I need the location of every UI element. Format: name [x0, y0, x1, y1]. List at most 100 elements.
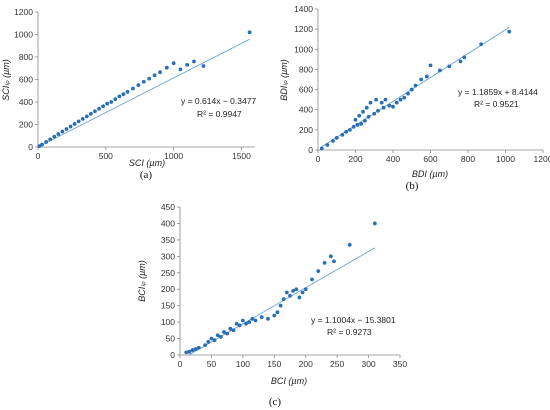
trendline [188, 247, 376, 356]
data-point [109, 100, 114, 104]
trendline-equation: y = 1.1004x − 15.3801 [311, 315, 396, 325]
x-tick-label: 600 [423, 154, 437, 164]
data-point [237, 323, 242, 328]
y-tick-label: 200 [299, 125, 313, 135]
data-point [193, 347, 198, 351]
data-point [368, 100, 373, 105]
chart-a: 0 500 1000 1500 0 200 400 600 800 1000 1200 y = 0.6… [1, 7, 256, 181]
y-tick-label: 1000 [294, 44, 313, 54]
data-point [409, 87, 414, 92]
data-point [284, 290, 289, 295]
x-tick-label: 1500 [232, 151, 251, 161]
y-tick-label: 1400 [294, 4, 313, 14]
y-tick-label: 250 [161, 268, 175, 278]
data-point [228, 326, 233, 331]
data-point [203, 343, 208, 348]
data-point [310, 277, 314, 282]
data-point [347, 127, 352, 132]
data-point [406, 91, 410, 96]
r-squared-label: R² = 0.9947 [197, 109, 242, 119]
x-tick-label: 0 [316, 154, 321, 164]
x-tick-label: 250 [330, 359, 344, 369]
data-point [361, 109, 365, 114]
x-axis-label: BDI (µm) [412, 169, 448, 179]
data-point [347, 242, 352, 247]
data-point [184, 350, 189, 355]
data-point [376, 108, 380, 113]
y-tick-label: 1200 [294, 24, 313, 34]
data-point [332, 259, 336, 264]
y-tick-label: 600 [299, 85, 313, 95]
data-point [164, 65, 169, 70]
data-point [105, 101, 110, 106]
data-point [121, 92, 126, 97]
data-point [374, 97, 379, 102]
data-point [259, 315, 264, 320]
y-tick-label: 50 [166, 334, 176, 344]
data-point [215, 333, 220, 338]
data-point [218, 335, 223, 339]
y-tick-label: 800 [19, 52, 33, 62]
data-point [52, 134, 57, 139]
data-point [281, 297, 286, 301]
data-point [253, 318, 258, 323]
data-point [80, 116, 85, 121]
data-point [125, 89, 130, 94]
data-point [387, 103, 392, 108]
x-tick-label: 200 [348, 154, 362, 164]
data-point [334, 136, 339, 140]
data-point [64, 127, 69, 131]
trendline-equation: y = 1.1859x + 8.4144 [458, 87, 538, 97]
data-point [209, 336, 214, 341]
x-axis-label: BCI (µm) [271, 376, 307, 386]
data-point [325, 143, 330, 147]
data-point [178, 67, 183, 72]
data-point [319, 146, 324, 151]
data-point [272, 313, 277, 318]
x-tick-label: 0 [36, 151, 41, 161]
r-squared-label: R² = 0.9273 [327, 327, 372, 337]
panel-label: (b) [406, 180, 419, 192]
y-axis-label: BCIₗₚ (µm) [137, 260, 147, 302]
panel-label: (a) [140, 169, 153, 181]
data-point [402, 95, 407, 100]
x-tick-label: 200 [299, 359, 313, 369]
data-point [398, 97, 403, 102]
data-point [88, 111, 93, 116]
data-point [250, 316, 255, 321]
x-tick-label: 150 [267, 359, 281, 369]
x-tick-label: 50 [207, 359, 217, 369]
data-point [372, 111, 377, 116]
data-point [158, 70, 162, 75]
data-point [303, 287, 308, 292]
data-point [234, 321, 239, 326]
panel-label: (c) [269, 396, 282, 408]
x-tick-label: 1000 [164, 151, 183, 161]
data-point [136, 83, 141, 88]
data-point [225, 331, 230, 336]
data-point [340, 132, 345, 137]
data-point [48, 137, 53, 142]
data-point [206, 339, 211, 344]
data-point [379, 100, 384, 105]
data-point [275, 310, 280, 315]
chart-b: 0 200 400 600 800 1000 1200 0 200 400 600 800 1000 12… [279, 4, 550, 192]
y-tick-label: 600 [19, 75, 33, 85]
data-point [351, 124, 356, 129]
y-tick-label: 450 [161, 202, 175, 212]
y-tick-label: 1200 [14, 7, 33, 17]
y-tick-label: 800 [299, 64, 313, 74]
data-point [294, 287, 299, 292]
data-point [101, 104, 105, 109]
data-point [300, 290, 305, 295]
y-tick-label: 400 [19, 97, 33, 107]
x-tick-label: 400 [386, 154, 400, 164]
data-point [362, 118, 367, 123]
data-point [187, 349, 192, 354]
data-point [291, 288, 296, 293]
data-point [331, 139, 335, 143]
data-point [247, 320, 252, 325]
x-tick-label: 100 [236, 359, 250, 369]
data-point [141, 79, 146, 84]
